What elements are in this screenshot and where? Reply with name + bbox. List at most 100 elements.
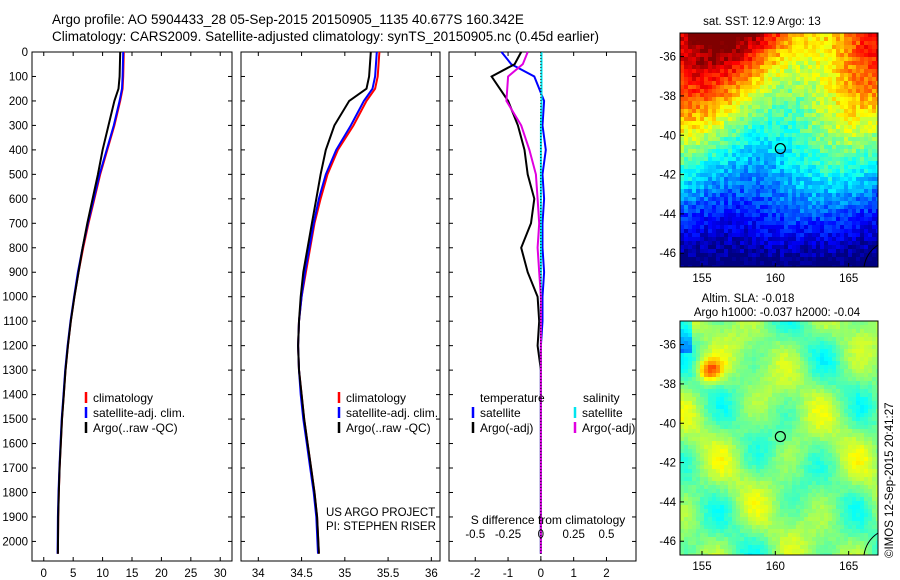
heatmap-cell [792, 129, 796, 133]
heatmap-cell [828, 257, 832, 261]
heatmap-cell [860, 217, 864, 221]
heatmap-cell [860, 193, 864, 197]
heatmap-cell [780, 433, 784, 437]
heatmap-cell [756, 345, 760, 349]
heatmap-cell [684, 341, 688, 345]
heatmap-cell [860, 417, 864, 421]
heatmap-cell [856, 197, 860, 201]
heatmap-cell [840, 57, 844, 61]
heatmap-cell [760, 85, 764, 89]
heatmap-cell [796, 417, 800, 421]
heatmap-cell [840, 181, 844, 185]
heatmap-cell [828, 181, 832, 185]
heatmap-cell [848, 361, 852, 365]
heatmap-cell [796, 121, 800, 125]
heatmap-cell [864, 53, 868, 57]
heatmap-cell [808, 97, 812, 101]
heatmap-cell [836, 441, 840, 445]
heatmap-cell [796, 209, 800, 213]
heatmap-cell [816, 321, 820, 325]
heatmap-cell [788, 437, 792, 441]
heatmap-cell [704, 237, 708, 241]
heatmap-cell [828, 81, 832, 85]
heatmap-cell [680, 37, 684, 41]
heatmap-cell [772, 237, 776, 241]
heatmap-cell [844, 217, 848, 221]
heatmap-cell [824, 161, 828, 165]
heatmap-cell [856, 325, 860, 329]
heatmap-cell [692, 241, 696, 245]
heatmap-cell [740, 89, 744, 93]
heatmap-cell [812, 453, 816, 457]
heatmap-cell [860, 369, 864, 373]
heatmap-cell [876, 245, 878, 249]
heatmap-cell [720, 353, 724, 357]
heatmap-cell [720, 249, 724, 253]
heatmap-cell [748, 385, 752, 389]
heatmap-cell [796, 409, 800, 413]
heatmap-cell [692, 321, 696, 325]
heatmap-cell [712, 65, 716, 69]
heatmap-cell [876, 125, 878, 129]
heatmap-cell [732, 249, 736, 253]
heatmap-cell [832, 229, 836, 233]
heatmap-cell [720, 385, 724, 389]
heatmap-cell [808, 165, 812, 169]
heatmap-cell [740, 233, 744, 237]
heatmap-cell [768, 381, 772, 385]
heatmap-cell [764, 141, 768, 145]
heatmap-cell [680, 157, 684, 161]
heatmap-cell [804, 109, 808, 113]
heatmap-cell [760, 113, 764, 117]
heatmap-cell [848, 53, 852, 57]
heatmap-cell [704, 77, 708, 81]
heatmap-cell [848, 81, 852, 85]
heatmap-cell [824, 121, 828, 125]
heatmap-cell [688, 233, 692, 237]
heatmap-cell [852, 53, 856, 57]
legend-label: climatology [346, 391, 406, 405]
heatmap-cell [680, 337, 684, 341]
heatmap-cell [736, 253, 740, 257]
heatmap-cell [720, 121, 724, 125]
heatmap-cell [708, 113, 712, 117]
heatmap-cell [804, 401, 808, 405]
heatmap-cell [872, 253, 876, 257]
heatmap-cell [780, 229, 784, 233]
heatmap-cell [748, 113, 752, 117]
heatmap-cell [752, 253, 756, 257]
heatmap-cell [868, 325, 872, 329]
heatmap-cell [812, 357, 816, 361]
heatmap-cell [800, 37, 804, 41]
heatmap-cell [768, 185, 772, 189]
heatmap-cell [856, 113, 860, 117]
heatmap-cell [716, 41, 720, 45]
heatmap-cell [764, 261, 768, 265]
heatmap-cell [800, 145, 804, 149]
heatmap-cell [856, 89, 860, 93]
heatmap-cell [808, 173, 812, 177]
heatmap-cell [804, 137, 808, 141]
heatmap-cell [840, 245, 844, 249]
heatmap-cell [696, 377, 700, 381]
heatmap-cell [800, 33, 804, 37]
heatmap-cell [848, 217, 852, 221]
y-tick-label: -42 [659, 170, 676, 182]
heatmap-cell [776, 349, 780, 353]
heatmap-cell [716, 245, 720, 249]
heatmap-cell [704, 233, 708, 237]
heatmap-cell [720, 217, 724, 221]
heatmap-cell [700, 449, 704, 453]
heatmap-cell [784, 433, 788, 437]
heatmap-cell [708, 53, 712, 57]
heatmap-cell [800, 165, 804, 169]
heatmap-cell [792, 181, 796, 185]
heatmap-cell [736, 417, 740, 421]
heatmap-cell [732, 233, 736, 237]
heatmap-cell [800, 177, 804, 181]
heatmap-cell [732, 237, 736, 241]
heatmap-cell [812, 57, 816, 61]
heatmap-cell [708, 329, 712, 333]
heatmap-cell [796, 109, 800, 113]
heatmap-cell [824, 441, 828, 445]
